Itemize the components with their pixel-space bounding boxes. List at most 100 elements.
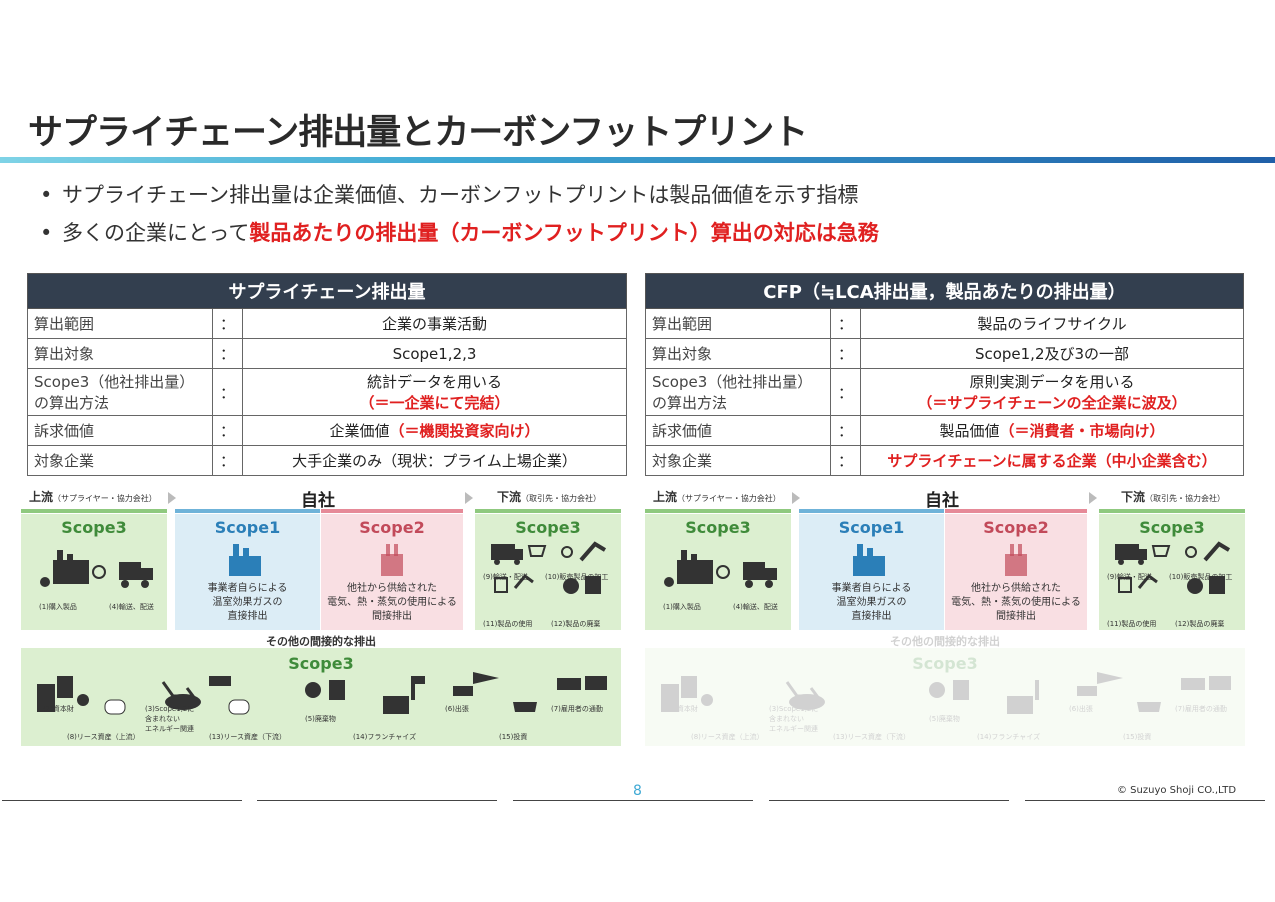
item-label: (12)製品の廃棄 [1175,620,1225,628]
item-label: (8)リース資産（上流） [691,733,764,741]
cfp-table: CFP（≒LCA排出量，製品あたりの排出量） 算出範囲 ： 製品のライフサイクル… [645,273,1244,476]
scope3-downstream-box: Scope3 (9)輸送・配送 (10)販売製品の加工 (11)製品の使用 (1… [1099,514,1245,630]
row-value-text: 原則実測データを用いる [969,373,1135,391]
item-label: (7)雇用者の通勤 [551,705,603,713]
factory-icon [40,550,153,588]
footer-line [1025,800,1265,801]
row-key: 算出範囲 [645,308,831,339]
item-label: (10)販売製品の加工 [1169,573,1233,581]
scope1-line [175,509,320,513]
item-label: (15)投資 [499,733,528,741]
downstream-sub: （取引先・協力会社） [1145,494,1226,503]
scope2-line [321,509,463,513]
bullet-text: 多くの企業にとって [62,221,250,245]
item-label: (5)廃棄物 [929,715,960,723]
row-value: Scope1,2及び3の一部 [860,338,1244,369]
power-plant-icon [1005,544,1027,576]
row-value-highlight: （＝一企業にて完結） [359,394,510,412]
item-label: (1)購入製品 [663,603,701,611]
item-label: (10)販売製品の加工 [545,573,609,581]
desc-line: 他社から供給された [347,583,437,594]
item-label: (1)購入製品 [39,603,77,611]
row-colon: ： [830,368,861,416]
item-label: (5)廃棄物 [305,715,336,723]
item-label: (6)出張 [1069,705,1093,713]
item-label: (2)資本財 [667,705,698,713]
row-value: 製品価値（＝消費者・市場向け） [860,415,1244,446]
scope3-label: Scope3 [912,654,978,673]
bullet-highlight: 製品あたりの排出量（カーボンフットプリント）算出の対応は急務 [249,221,879,245]
item-label: (15)投資 [1123,733,1152,741]
item-line: 含まれない [769,715,804,723]
scope2-desc: 他社から供給された 電気、熱・蒸気の使用による 間接排出 [321,582,463,624]
power-plant-icon [381,544,403,576]
table-row: 訴求価値 ： 製品価値（＝消費者・市場向け） [645,415,1244,446]
row-value: 大手企業のみ（現状：プライム上場企業） [242,445,627,476]
scope3-label: Scope3 [288,654,354,673]
row-value-text: 企業価値 [329,422,390,440]
item-line: エネルギー関連 [145,725,194,733]
indirect-icons [37,672,607,715]
row-value: Scope1,2,3 [242,338,627,369]
row-colon: ： [212,415,243,446]
downstream-text: 下流 [1121,490,1146,504]
arrow-icon [168,492,176,504]
indirect-emissions-label: その他の間接的な排出 [266,635,376,648]
downstream-label: 下流（取引先・協力会社） [497,488,601,505]
scope1-box: Scope1 事業者自らによる 温室効果ガスの 直接排出 [175,514,320,630]
item-label: (14)フランチャイズ [977,733,1041,741]
arrow-icon [465,492,473,504]
table-row: 対象企業 ： サプライチェーンに属する企業（中小企業含む） [645,445,1244,476]
row-colon: ： [830,415,861,446]
item-label: (3)Scope1,2に 含まれない エネルギー関連 [145,704,194,734]
upstream-line [645,509,791,513]
item-label: (9)輸送・配送 [1107,573,1152,581]
row-value-highlight: （＝消費者・市場向け） [999,422,1165,440]
scope3-label: Scope3 [685,518,751,537]
own-company-label: 自社 [925,491,959,511]
row-value: 企業の事業活動 [242,308,627,339]
row-key: 対象企業 [27,445,213,476]
row-key: 算出対象 [645,338,831,369]
upstream-text: 上流 [29,490,54,504]
row-colon: ： [830,338,861,369]
table-row: 算出範囲 ： 企業の事業活動 [27,308,627,339]
footer-line [513,800,753,801]
scope3-upstream-box: Scope3 (1)購入製品 (4)輸送、配送 [21,514,167,630]
page-title: サプライチェーン排出量とカーボンフットプリント [28,113,808,153]
row-key-line: Scope3（他社排出量） [652,373,813,391]
item-label: (2)資本財 [43,705,74,713]
item-label: (6)出張 [445,705,469,713]
bullet-1: • サプライチェーン排出量は企業価値、カーボンフットプリントは製品価値を示す指標 [40,180,879,218]
scope3-label: Scope3 [515,518,581,537]
desc-line: 間接排出 [372,611,412,622]
row-value-highlight: （＝機関投資家向け） [389,422,540,440]
row-key-line: の算出方法 [652,394,728,412]
scope3-downstream-box: Scope3 (9)輸送・配送 (10)販売製品の加工 (11)製品の使用 (1… [475,514,621,630]
scope-diagram-right: 上流（サプライヤー・協力会社） 自社 下流（取引先・協力会社） Scope3 (… [645,488,1245,746]
truck-icon [1115,541,1231,594]
footer-line [257,800,497,801]
item-label: (11)製品の使用 [483,620,533,628]
item-line: 含まれない [145,715,180,723]
table-row: Scope3（他社排出量） の算出方法 ： 統計データを用いる （＝一企業にて完結） [27,368,627,416]
row-key: 訴求価値 [645,415,831,446]
scope1-label: Scope1 [838,518,905,537]
scope2-label: Scope2 [359,518,425,537]
copyright: © Suzuyo Shoji CO.,LTD [1117,785,1237,796]
scope3-other-box: Scope3 (2)資本財 (3)Scope1,2に 含まれない エネルギー関連 (… [21,648,621,746]
desc-line: 事業者自らによる [207,583,288,594]
row-key: 訴求価値 [27,415,213,446]
downstream-line [1099,509,1245,513]
supply-chain-table: サプライチェーン排出量 算出範囲 ： 企業の事業活動 算出対象 ： Scope1… [27,273,627,476]
table-row: 算出対象 ： Scope1,2,3 [27,338,627,369]
row-key-line: の算出方法 [34,394,110,412]
row-value: 原則実測データを用いる （＝サプライチェーンの全企業に波及） [860,368,1244,416]
scope-diagram-left: 上流（サプライヤー・協力会社） 自社 下流（取引先・協力会社） Scope3 (… [21,488,621,746]
desc-line: 間接排出 [996,611,1036,622]
factory-icon [853,544,885,576]
item-line: エネルギー関連 [769,725,818,733]
footer-line [2,800,242,801]
scope2-box: Scope2 他社から供給された 電気、熱・蒸気の使用による 間接排出 [945,514,1087,630]
